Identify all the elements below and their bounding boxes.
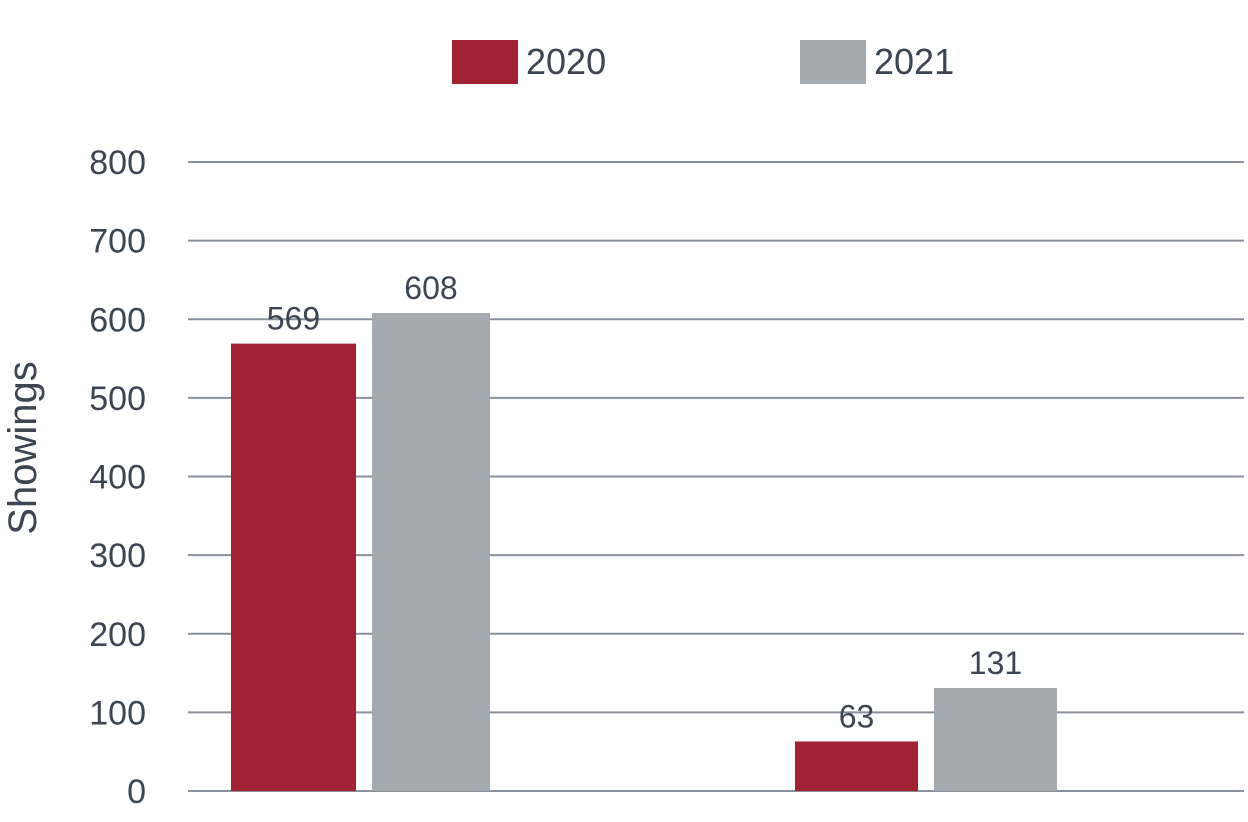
data-label-2020-2: 63 xyxy=(839,698,875,734)
data-label-2021-2: 131 xyxy=(969,645,1022,681)
bar-2020-2 xyxy=(795,741,918,791)
y-tick-label-100: 100 xyxy=(89,694,146,732)
y-tick-label-300: 300 xyxy=(89,537,146,575)
y-axis-label: Showings xyxy=(1,361,45,534)
y-tick-label-0: 0 xyxy=(127,773,146,811)
data-label-2021-1: 608 xyxy=(404,270,457,306)
data-labels: 569 608 63 131 xyxy=(267,270,1022,735)
legend: 2020 2021 xyxy=(452,40,954,84)
data-label-2020-1: 569 xyxy=(267,301,320,337)
y-tick-label-600: 600 xyxy=(89,301,146,339)
gridlines xyxy=(188,161,1244,792)
legend-label-2021: 2021 xyxy=(874,41,954,82)
y-tick-label-400: 400 xyxy=(89,459,146,497)
y-tick-label-200: 200 xyxy=(89,616,146,654)
y-tick-label-500: 500 xyxy=(89,380,146,418)
bar-2020-1 xyxy=(231,343,356,791)
bar-2021-2 xyxy=(934,688,1057,791)
bar-2021-1 xyxy=(372,312,490,791)
y-tick-label-700: 700 xyxy=(89,223,146,261)
bars xyxy=(231,312,1057,791)
legend-label-2020: 2020 xyxy=(526,41,606,82)
legend-swatch-2021 xyxy=(800,40,866,84)
legend-swatch-2020 xyxy=(452,40,518,84)
y-tick-label-800: 800 xyxy=(89,144,146,182)
y-axis-ticks: 0 100 200 300 400 500 600 700 800 xyxy=(89,144,146,811)
